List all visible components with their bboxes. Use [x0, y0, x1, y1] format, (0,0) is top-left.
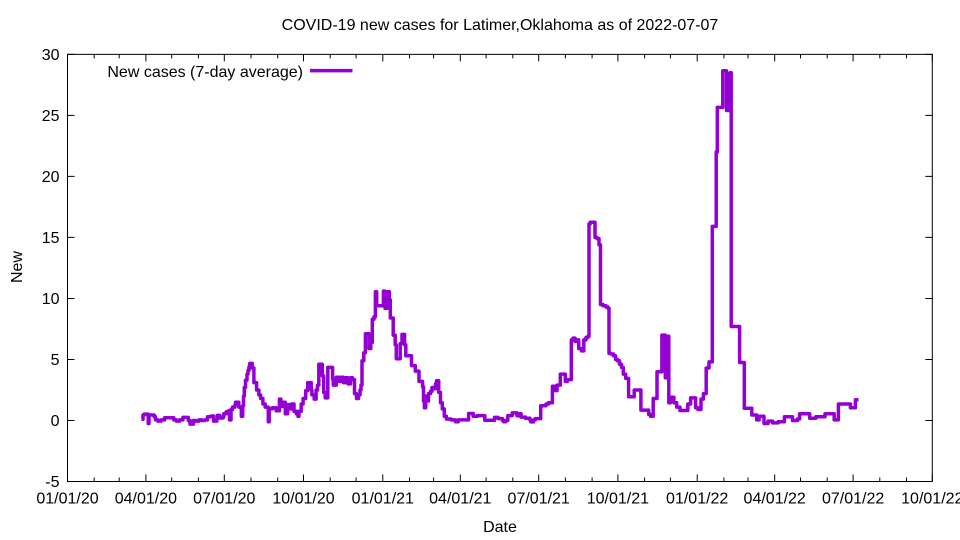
svg-text:01/01/22: 01/01/22	[666, 491, 728, 508]
svg-text:New: New	[9, 251, 26, 283]
svg-text:5: 5	[51, 352, 60, 369]
svg-text:04/01/20: 04/01/20	[115, 491, 177, 508]
svg-text:10/01/21: 10/01/21	[587, 491, 649, 508]
svg-text:01/01/21: 01/01/21	[352, 491, 414, 508]
svg-text:20: 20	[42, 169, 60, 186]
svg-text:10/01/20: 10/01/20	[272, 491, 334, 508]
svg-text:15: 15	[42, 230, 60, 247]
svg-text:07/01/21: 07/01/21	[508, 491, 570, 508]
svg-text:07/01/20: 07/01/20	[193, 491, 255, 508]
svg-text:New cases (7-day average): New cases (7-day average)	[107, 64, 303, 81]
svg-text:10: 10	[42, 291, 60, 308]
svg-text:0: 0	[51, 413, 60, 430]
svg-text:30: 30	[42, 47, 60, 64]
svg-text:25: 25	[42, 108, 60, 125]
svg-text:Date: Date	[483, 519, 517, 536]
svg-text:10/01/22: 10/01/22	[901, 491, 960, 508]
svg-text:04/01/22: 04/01/22	[744, 491, 806, 508]
svg-text:COVID-19 new cases for Latimer: COVID-19 new cases for Latimer,Oklahoma …	[282, 17, 719, 34]
svg-text:01/01/20: 01/01/20	[36, 491, 98, 508]
svg-text:04/01/21: 04/01/21	[429, 491, 491, 508]
svg-text:07/01/22: 07/01/22	[822, 491, 884, 508]
svg-text:-5: -5	[45, 474, 59, 491]
